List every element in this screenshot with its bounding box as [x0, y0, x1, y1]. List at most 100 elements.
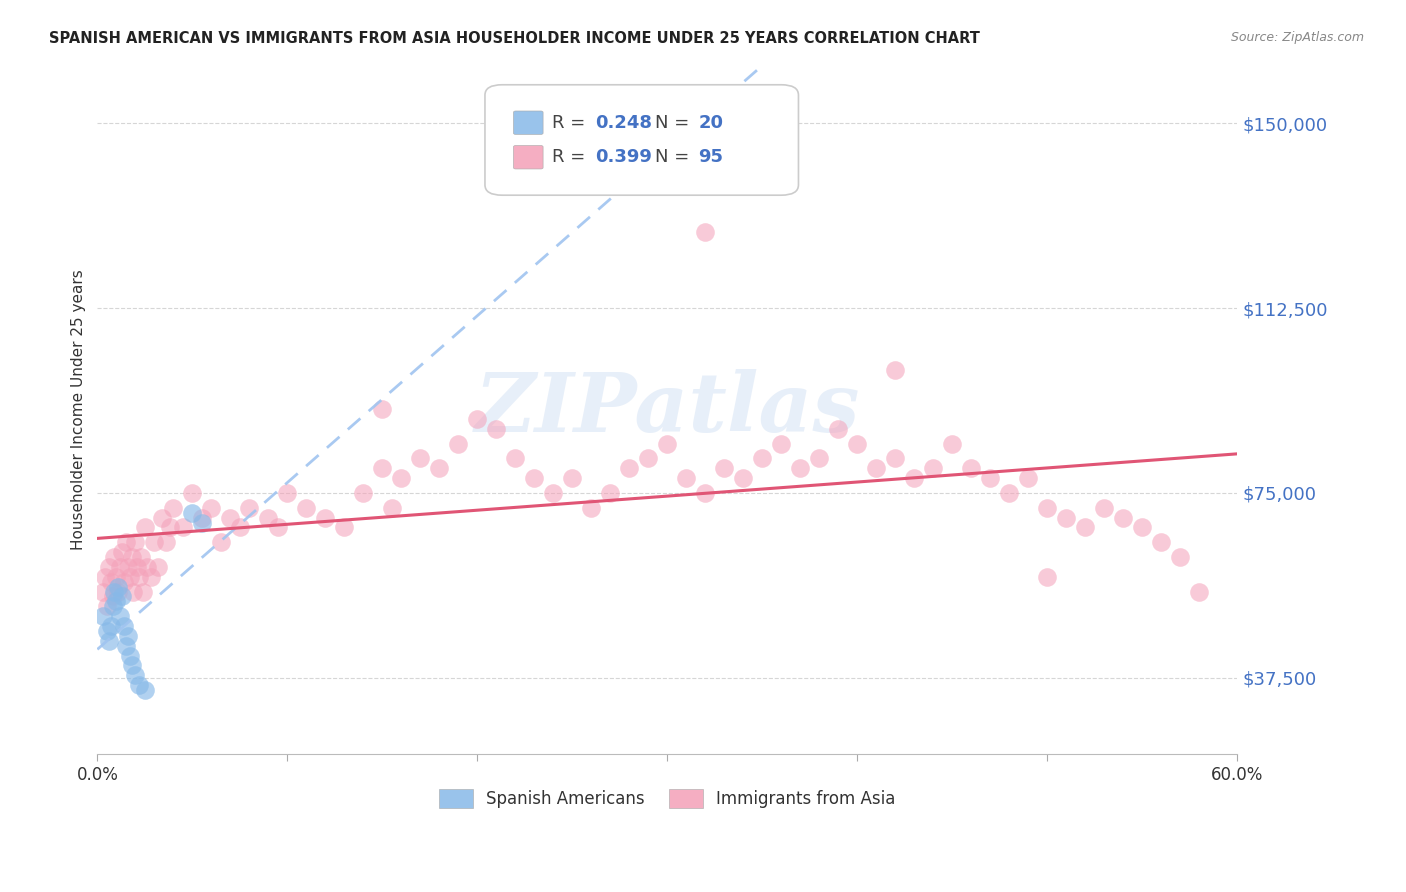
Point: [695, 225, 717, 239]
Point: [121, 549, 143, 564]
Point: [1036, 570, 1059, 584]
Point: [561, 471, 583, 485]
Point: [1188, 584, 1211, 599]
Point: [381, 500, 404, 515]
Point: [101, 599, 124, 614]
Text: 0.399: 0.399: [596, 148, 652, 166]
Point: [159, 520, 181, 534]
Point: [111, 590, 134, 604]
Point: [117, 560, 139, 574]
Point: [118, 648, 141, 663]
Point: [333, 520, 356, 534]
Point: [543, 486, 565, 500]
Point: [124, 535, 146, 549]
Point: [295, 500, 318, 515]
Point: [100, 574, 122, 589]
Point: [1036, 500, 1059, 515]
Point: [770, 436, 793, 450]
Text: 0.248: 0.248: [596, 113, 652, 132]
Point: [200, 500, 222, 515]
FancyBboxPatch shape: [485, 85, 799, 195]
Point: [447, 436, 470, 450]
Point: [128, 570, 150, 584]
Point: [96, 599, 118, 614]
Point: [150, 510, 173, 524]
Text: R =: R =: [553, 148, 591, 166]
Point: [599, 486, 621, 500]
Point: [257, 510, 280, 524]
Point: [352, 486, 374, 500]
Point: [112, 574, 135, 589]
Text: N =: N =: [655, 113, 695, 132]
Point: [751, 451, 773, 466]
Point: [111, 545, 134, 559]
Point: [122, 584, 145, 599]
Point: [371, 461, 394, 475]
Point: [143, 535, 166, 549]
Point: [846, 436, 869, 450]
Point: [94, 570, 117, 584]
Point: [1150, 535, 1173, 549]
Point: [108, 609, 131, 624]
Point: [657, 436, 679, 450]
Point: [112, 619, 135, 633]
Point: [1170, 549, 1192, 564]
Point: [314, 510, 336, 524]
Point: [884, 362, 907, 376]
Point: [128, 678, 150, 692]
FancyBboxPatch shape: [513, 111, 543, 135]
Point: [191, 510, 214, 524]
Point: [789, 461, 811, 475]
Point: [695, 486, 717, 500]
Point: [162, 500, 184, 515]
Point: [1074, 520, 1097, 534]
Point: [238, 500, 260, 515]
Point: [117, 629, 139, 643]
Point: [115, 535, 138, 549]
Point: [276, 486, 298, 500]
Point: [884, 451, 907, 466]
Point: [922, 461, 945, 475]
Point: [808, 451, 831, 466]
Point: [129, 549, 152, 564]
Point: [827, 422, 849, 436]
Point: [101, 590, 124, 604]
Legend: Spanish Americans, Immigrants from Asia: Spanish Americans, Immigrants from Asia: [433, 782, 903, 815]
Point: [108, 560, 131, 574]
Text: 95: 95: [699, 148, 723, 166]
Point: [371, 402, 394, 417]
Point: [619, 461, 641, 475]
Point: [523, 471, 546, 485]
Point: [219, 510, 242, 524]
Point: [121, 658, 143, 673]
Point: [675, 471, 697, 485]
Point: [209, 535, 232, 549]
Point: [132, 584, 155, 599]
Point: [467, 412, 489, 426]
Point: [941, 436, 963, 450]
Point: [389, 471, 412, 485]
Point: [134, 520, 156, 534]
Point: [146, 560, 169, 574]
Point: [1017, 471, 1039, 485]
Y-axis label: Householder Income Under 25 years: Householder Income Under 25 years: [72, 268, 86, 549]
Text: 20: 20: [699, 113, 723, 132]
Point: [97, 633, 120, 648]
Point: [124, 668, 146, 682]
Point: [1112, 510, 1135, 524]
Point: [960, 461, 983, 475]
Text: SPANISH AMERICAN VS IMMIGRANTS FROM ASIA HOUSEHOLDER INCOME UNDER 25 YEARS CORRE: SPANISH AMERICAN VS IMMIGRANTS FROM ASIA…: [49, 31, 980, 46]
Point: [118, 570, 141, 584]
Point: [107, 580, 129, 594]
Point: [127, 560, 149, 574]
Point: [267, 520, 290, 534]
Point: [903, 471, 925, 485]
Point: [637, 451, 659, 466]
Point: [485, 422, 508, 436]
Point: [134, 683, 156, 698]
Text: ZIPatlas: ZIPatlas: [475, 369, 860, 450]
Point: [409, 451, 432, 466]
Point: [155, 535, 177, 549]
Point: [865, 461, 887, 475]
Point: [427, 461, 450, 475]
